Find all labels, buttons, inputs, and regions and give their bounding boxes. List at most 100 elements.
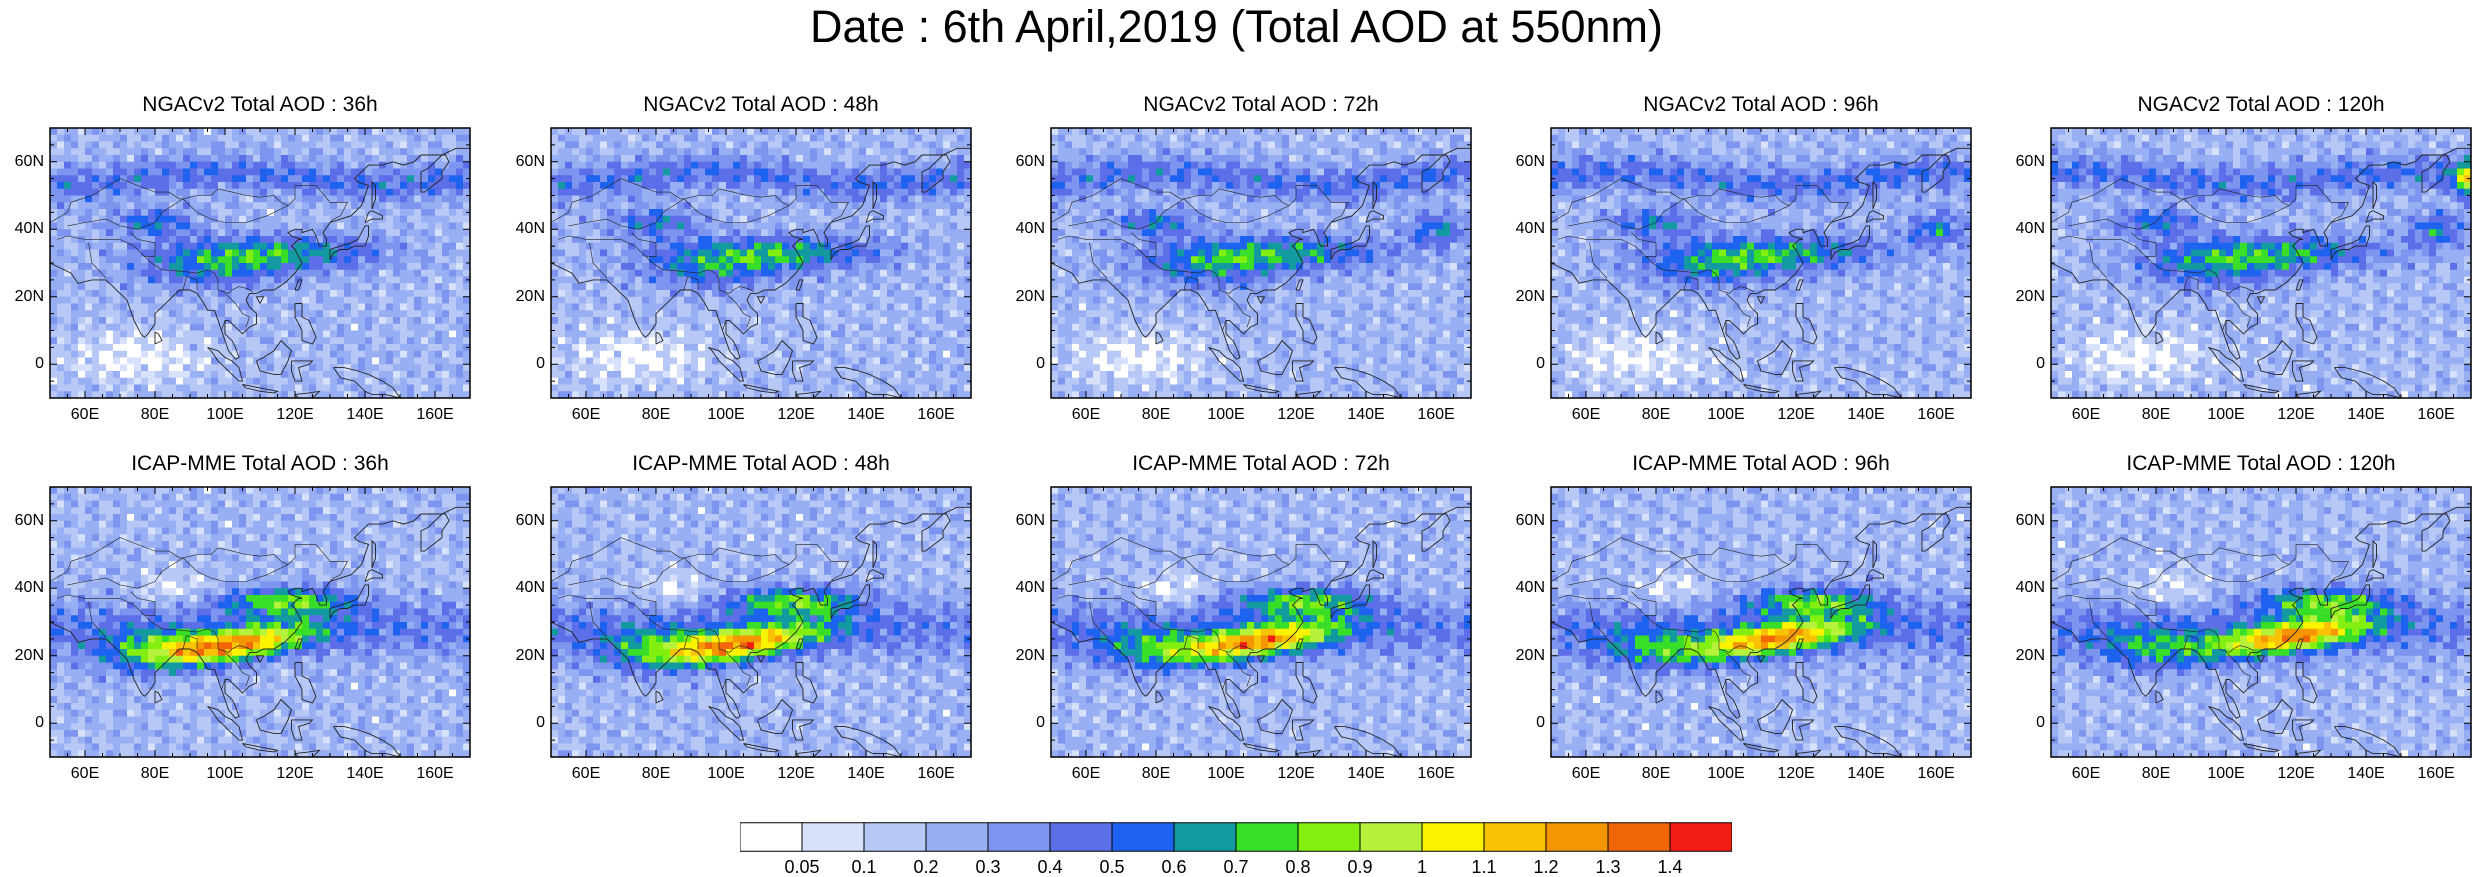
panel-title: ICAP-MME Total AOD : 48h [541, 452, 981, 476]
lon-tick-label: 120E [1766, 406, 1826, 424]
map-panel [1551, 128, 1971, 398]
colorbar-box [926, 823, 988, 852]
lat-tick-label: 0 [0, 714, 44, 732]
colorbar-tick-label: 1.2 [1516, 857, 1576, 877]
lat-tick-label: 60N [1995, 512, 2045, 530]
lat-tick-label: 20N [0, 647, 44, 665]
lon-tick-label: 100E [696, 406, 756, 424]
lat-tick-label: 20N [995, 288, 1045, 306]
colorbar-box [1112, 823, 1174, 852]
colorbar-tick-label: 0.5 [1082, 857, 1142, 877]
colorbar-box [1422, 823, 1484, 852]
colorbar-box [802, 823, 864, 852]
lon-tick-label: 80E [1626, 406, 1686, 424]
lon-tick-label: 140E [335, 765, 395, 783]
aod-field [551, 128, 972, 399]
aod-map [50, 487, 470, 757]
lon-tick-label: 160E [1406, 406, 1466, 424]
lat-tick-label: 40N [495, 579, 545, 597]
lon-tick-label: 140E [1836, 765, 1896, 783]
lon-tick-label: 100E [195, 765, 255, 783]
aod-map [1551, 487, 1971, 757]
colorbar-tick-label: 0.2 [896, 857, 956, 877]
aod-field [551, 487, 972, 758]
aod-map [1051, 487, 1471, 757]
lon-tick-label: 120E [766, 765, 826, 783]
colorbar-box [1484, 823, 1546, 852]
colorbar-tick-label: 0.9 [1330, 857, 1390, 877]
colorbar-boxes [740, 822, 1732, 852]
lon-tick-label: 60E [2056, 765, 2116, 783]
colorbar-box [1360, 823, 1422, 852]
lon-tick-label: 80E [2126, 765, 2186, 783]
panel-title: ICAP-MME Total AOD : 36h [40, 452, 480, 476]
lat-tick-label: 0 [1495, 355, 1545, 373]
lon-tick-label: 140E [2336, 765, 2396, 783]
map-panel [1051, 128, 1471, 398]
colorbar-box [1174, 823, 1236, 852]
lat-tick-label: 20N [1495, 288, 1545, 306]
colorbar-box [1608, 823, 1670, 852]
figure-title: Date : 6th April,2019 (Total AOD at 550n… [0, 2, 2473, 52]
aod-map [2051, 128, 2471, 398]
lon-tick-label: 140E [1336, 765, 1396, 783]
lat-tick-label: 20N [1495, 647, 1545, 665]
lon-tick-label: 100E [1196, 406, 1256, 424]
colorbar [740, 822, 1732, 852]
colorbar-box [740, 823, 802, 852]
lon-tick-label: 140E [2336, 406, 2396, 424]
colorbar-tick-label: 1 [1392, 857, 1452, 877]
lon-tick-label: 160E [405, 406, 465, 424]
colorbar-tick-label: 1.3 [1578, 857, 1638, 877]
lon-tick-label: 100E [1196, 765, 1256, 783]
lat-tick-label: 60N [995, 153, 1045, 171]
lat-tick-label: 60N [0, 153, 44, 171]
lon-tick-label: 160E [1906, 765, 1966, 783]
lon-tick-label: 60E [55, 406, 115, 424]
lat-tick-label: 60N [0, 512, 44, 530]
lon-tick-label: 100E [2196, 765, 2256, 783]
lat-tick-label: 0 [995, 355, 1045, 373]
lon-tick-label: 160E [2406, 765, 2466, 783]
lat-tick-label: 60N [1995, 153, 2045, 171]
aod-field [2051, 128, 2472, 399]
colorbar-box [1298, 823, 1360, 852]
map-panel [50, 128, 470, 398]
colorbar-box [1546, 823, 1608, 852]
lon-tick-label: 80E [626, 406, 686, 424]
aod-field [50, 487, 471, 758]
lon-tick-label: 60E [1056, 406, 1116, 424]
aod-field [1551, 128, 1972, 399]
lat-tick-label: 40N [1995, 579, 2045, 597]
aod-map [551, 128, 971, 398]
colorbar-tick-label: 1.4 [1640, 857, 1700, 877]
colorbar-tick-label: 0.3 [958, 857, 1018, 877]
lon-tick-label: 120E [265, 765, 325, 783]
lon-tick-label: 100E [1696, 406, 1756, 424]
lat-tick-label: 40N [995, 579, 1045, 597]
lon-tick-label: 60E [556, 406, 616, 424]
panel-title: NGACv2 Total AOD : 72h [1041, 93, 1481, 117]
lat-tick-label: 0 [0, 355, 44, 373]
map-panel [1051, 487, 1471, 757]
lat-tick-label: 40N [0, 220, 44, 238]
aod-map [2051, 487, 2471, 757]
lon-tick-label: 60E [2056, 406, 2116, 424]
aod-field [50, 128, 471, 399]
panel-title: ICAP-MME Total AOD : 96h [1541, 452, 1981, 476]
lat-tick-label: 20N [495, 288, 545, 306]
lat-tick-label: 40N [0, 579, 44, 597]
lon-tick-label: 80E [125, 406, 185, 424]
lon-tick-label: 60E [1556, 406, 1616, 424]
lon-tick-label: 120E [766, 406, 826, 424]
colorbar-box [1050, 823, 1112, 852]
lon-tick-label: 120E [2266, 765, 2326, 783]
aod-map [1551, 128, 1971, 398]
lon-tick-label: 60E [1556, 765, 1616, 783]
lon-tick-label: 100E [696, 765, 756, 783]
colorbar-tick-label: 0.1 [834, 857, 894, 877]
panel-title: ICAP-MME Total AOD : 72h [1041, 452, 1481, 476]
lon-tick-label: 100E [195, 406, 255, 424]
lat-tick-label: 0 [495, 355, 545, 373]
lat-tick-label: 20N [1995, 647, 2045, 665]
